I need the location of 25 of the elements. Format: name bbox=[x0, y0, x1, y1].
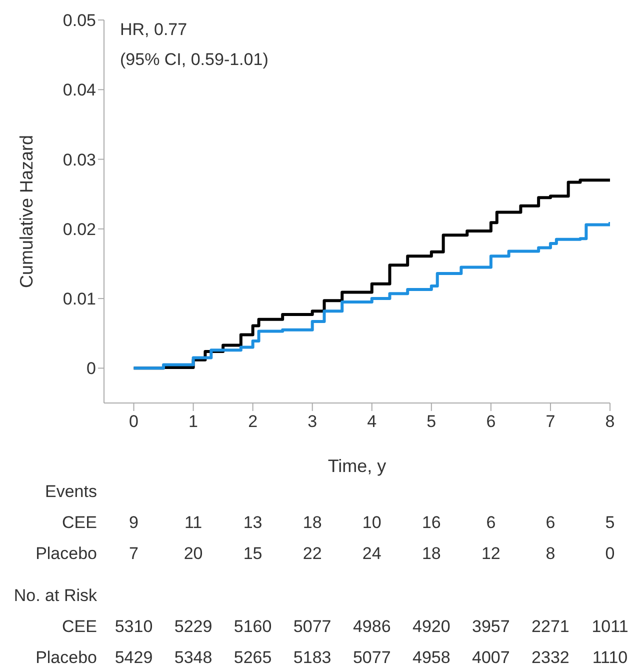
annotation: (95% CI, 0.59-1.01) bbox=[120, 50, 268, 70]
x-tick-label: 5 bbox=[426, 412, 436, 432]
text: CEE 5310 5229 5160 5077 4986 4920 3957 2271 1011 bbox=[62, 617, 628, 636]
y-tick-label: 0.02 bbox=[62, 220, 96, 239]
x-tick-label: 1 bbox=[188, 412, 198, 432]
x-axis-title: Time, y bbox=[328, 456, 386, 476]
x-tick-label: 0 bbox=[129, 412, 138, 432]
y-tick-label: 0 bbox=[86, 359, 96, 378]
text: Placebo 7 20 15 22 24 18 12 8 0 bbox=[36, 544, 615, 563]
text: No. at Risk bbox=[14, 586, 97, 606]
x-tick-label: 8 bbox=[605, 412, 615, 432]
y-axis-title: Cumulative Hazard bbox=[16, 134, 36, 288]
text: Placebo 5429 5348 5265 5183 5077 4958 4007 2332 1110 bbox=[36, 648, 628, 667]
annotation: HR, 0.77 bbox=[120, 20, 188, 40]
x-tick-label: 3 bbox=[308, 412, 318, 432]
text: CEE 9 11 13 18 10 16 6 6 5 bbox=[62, 513, 615, 532]
y-tick-label: 0.03 bbox=[62, 150, 96, 170]
y-tick-label: 0.01 bbox=[62, 290, 96, 309]
y-tick-label: 0.04 bbox=[62, 80, 96, 100]
y-tick-label: 0.05 bbox=[62, 11, 96, 30]
x-tick-label: 2 bbox=[248, 412, 258, 432]
x-tick-label: 6 bbox=[486, 412, 496, 432]
x-tick-label: 7 bbox=[546, 412, 556, 432]
x-tick-label: 4 bbox=[367, 412, 377, 432]
text: Events bbox=[45, 482, 97, 502]
